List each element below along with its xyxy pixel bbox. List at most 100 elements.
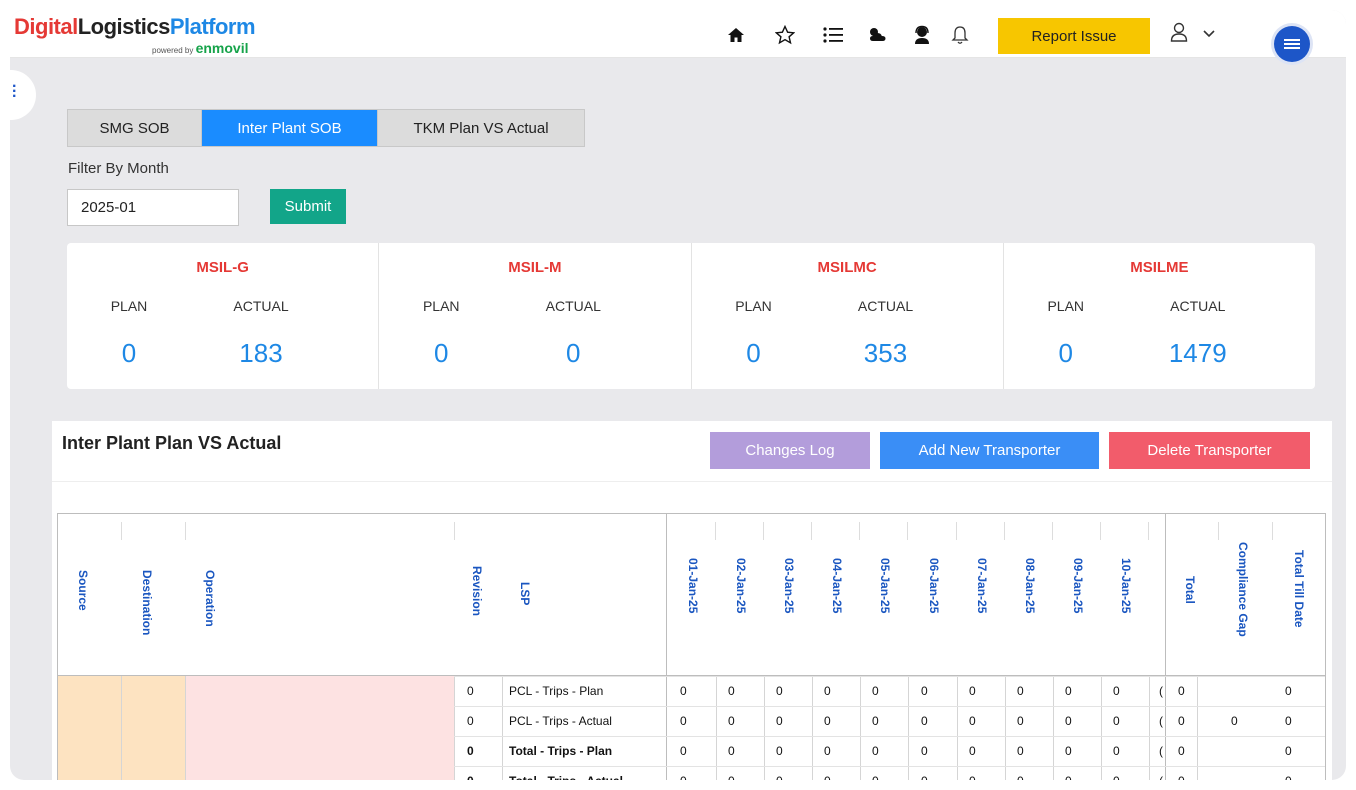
tab-smg-sob[interactable]: SMG SOB bbox=[68, 110, 202, 146]
bell-icon[interactable] bbox=[949, 24, 971, 46]
tab-tkm-plan-vs-actual[interactable]: TKM Plan VS Actual bbox=[378, 110, 584, 146]
day-value-cell[interactable]: 0 bbox=[1017, 684, 1024, 698]
column-header-date[interactable]: 01-Jan-25 bbox=[686, 558, 700, 614]
column-header-operation[interactable]: Operation bbox=[203, 570, 217, 627]
column-header-date[interactable]: 02-Jan-25 bbox=[734, 558, 748, 614]
plant-name: MSIL-M bbox=[508, 259, 562, 276]
day-value-cell[interactable]: 0 bbox=[921, 774, 928, 780]
home-icon[interactable] bbox=[725, 24, 747, 46]
day-value-cell[interactable]: 0 bbox=[921, 684, 928, 698]
report-issue-button[interactable]: Report Issue bbox=[998, 18, 1150, 54]
support-agent-icon[interactable] bbox=[911, 24, 933, 46]
day-value-cell[interactable]: 0 bbox=[1113, 684, 1120, 698]
column-header-date[interactable]: 06-Jan-25 bbox=[927, 558, 941, 614]
column-header-date[interactable]: 08-Jan-25 bbox=[1023, 558, 1037, 614]
day-value-cell[interactable]: 0 bbox=[824, 774, 831, 780]
total-till-date-cell: 0 bbox=[1285, 714, 1292, 728]
day-value-cell[interactable]: 0 bbox=[728, 744, 735, 758]
day-value-cell[interactable]: 0 bbox=[680, 684, 687, 698]
day-value-cell[interactable]: 0 bbox=[969, 684, 976, 698]
day-value-cell[interactable]: 0 bbox=[969, 774, 976, 780]
day-value-cell[interactable]: 0 bbox=[776, 774, 783, 780]
day-value-cell[interactable]: 0 bbox=[776, 684, 783, 698]
month-input[interactable] bbox=[67, 189, 239, 226]
column-header-lsp[interactable]: LSP bbox=[518, 582, 532, 606]
day-value-cell[interactable]: 0 bbox=[776, 744, 783, 758]
day-value-cell[interactable]: 0 bbox=[921, 744, 928, 758]
column-line bbox=[908, 676, 909, 780]
day-value-cell[interactable]: 0 bbox=[1017, 744, 1024, 758]
day-value-cell[interactable]: 0 bbox=[680, 774, 687, 780]
plan-label: PLAN bbox=[422, 298, 460, 314]
star-icon[interactable] bbox=[774, 24, 796, 46]
column-line bbox=[185, 676, 186, 780]
day-value-cell[interactable]: 0 bbox=[824, 714, 831, 728]
hamburger-menu-button[interactable] bbox=[1274, 26, 1310, 62]
day-value-cell[interactable]: 0 bbox=[1065, 744, 1072, 758]
day-value-cell[interactable]: 0 bbox=[1017, 714, 1024, 728]
day-value-cell[interactable]: 0 bbox=[872, 744, 879, 758]
section-divider bbox=[666, 514, 667, 780]
day-value-cell[interactable]: 0 bbox=[921, 714, 928, 728]
weather-icon[interactable] bbox=[867, 24, 889, 46]
actual-label: ACTUAL bbox=[233, 298, 289, 314]
header-divider bbox=[1100, 522, 1101, 540]
column-header-total[interactable]: Total bbox=[1183, 576, 1197, 604]
day-value-cell: ( bbox=[1159, 684, 1163, 698]
sidebar-toggle-icon[interactable]: · · · bbox=[10, 70, 36, 120]
column-header-date[interactable]: 07-Jan-25 bbox=[975, 558, 989, 614]
day-value-cell[interactable]: 0 bbox=[872, 684, 879, 698]
day-value-cell[interactable]: 0 bbox=[969, 744, 976, 758]
header-divider bbox=[907, 522, 908, 540]
table-row bbox=[454, 676, 1325, 706]
day-value-cell[interactable]: 0 bbox=[728, 714, 735, 728]
day-value-cell[interactable]: 0 bbox=[776, 714, 783, 728]
column-line bbox=[764, 676, 765, 780]
day-value-cell[interactable]: 0 bbox=[728, 774, 735, 780]
actual-label: ACTUAL bbox=[857, 298, 914, 314]
actual-value: 183 bbox=[239, 338, 283, 368]
day-value-cell[interactable]: 0 bbox=[1065, 714, 1072, 728]
header-divider bbox=[1272, 522, 1273, 540]
column-header-source[interactable]: Source bbox=[76, 570, 90, 611]
day-value-cell[interactable]: 0 bbox=[728, 684, 735, 698]
column-header-date[interactable]: 09-Jan-25 bbox=[1071, 558, 1085, 614]
platform-logo[interactable]: DigitalLogisticsPlatform powered by enmo… bbox=[14, 14, 256, 56]
column-header-date[interactable]: 03-Jan-25 bbox=[782, 558, 796, 614]
day-value-cell[interactable]: 0 bbox=[969, 714, 976, 728]
list-icon[interactable] bbox=[822, 24, 844, 46]
column-header-destination[interactable]: Destination bbox=[140, 570, 154, 636]
lsp-cell: Total - Trips - Plan bbox=[509, 744, 613, 758]
column-header-date[interactable]: 04-Jan-25 bbox=[830, 558, 844, 614]
day-value-cell[interactable]: 0 bbox=[680, 714, 687, 728]
day-value-cell[interactable]: 0 bbox=[1017, 774, 1024, 780]
total-till-date-cell: 0 bbox=[1285, 684, 1292, 698]
day-value-cell[interactable]: 0 bbox=[680, 744, 687, 758]
column-header-revision[interactable]: Revision bbox=[470, 566, 484, 617]
day-value-cell[interactable]: 0 bbox=[1113, 714, 1120, 728]
day-value-cell[interactable]: 0 bbox=[872, 714, 879, 728]
column-header-date[interactable]: 10-Jan-25 bbox=[1119, 558, 1133, 614]
day-value-cell[interactable]: 0 bbox=[1065, 774, 1072, 780]
day-value-cell[interactable]: 0 bbox=[872, 774, 879, 780]
changes-log-button[interactable]: Changes Log bbox=[710, 432, 870, 469]
tab-inter-plant-sob[interactable]: Inter Plant SOB bbox=[202, 110, 378, 146]
delete-transporter-button[interactable]: Delete Transporter bbox=[1109, 432, 1310, 469]
column-header-compliance-gap[interactable]: Compliance Gap bbox=[1236, 542, 1250, 637]
chevron-down-icon[interactable] bbox=[1202, 26, 1216, 42]
column-header-total-till-date[interactable]: Total Till Date bbox=[1292, 550, 1306, 628]
plant-name: MSILME bbox=[1130, 259, 1189, 276]
day-value-cell[interactable]: 0 bbox=[824, 684, 831, 698]
day-value-cell[interactable]: 0 bbox=[1113, 774, 1120, 780]
add-new-transporter-button[interactable]: Add New Transporter bbox=[880, 432, 1099, 469]
day-value-cell[interactable]: 0 bbox=[1113, 744, 1120, 758]
day-value-cell[interactable]: 0 bbox=[824, 744, 831, 758]
total-cell: 0 bbox=[1178, 774, 1185, 780]
column-header-date[interactable]: 05-Jan-25 bbox=[878, 558, 892, 614]
day-value-cell[interactable]: 0 bbox=[1065, 684, 1072, 698]
logo-part-platform: Platform bbox=[169, 14, 256, 39]
submit-button[interactable]: Submit bbox=[270, 189, 346, 224]
column-line bbox=[716, 676, 717, 780]
header-divider bbox=[1148, 522, 1149, 540]
user-icon[interactable] bbox=[1170, 22, 1188, 48]
